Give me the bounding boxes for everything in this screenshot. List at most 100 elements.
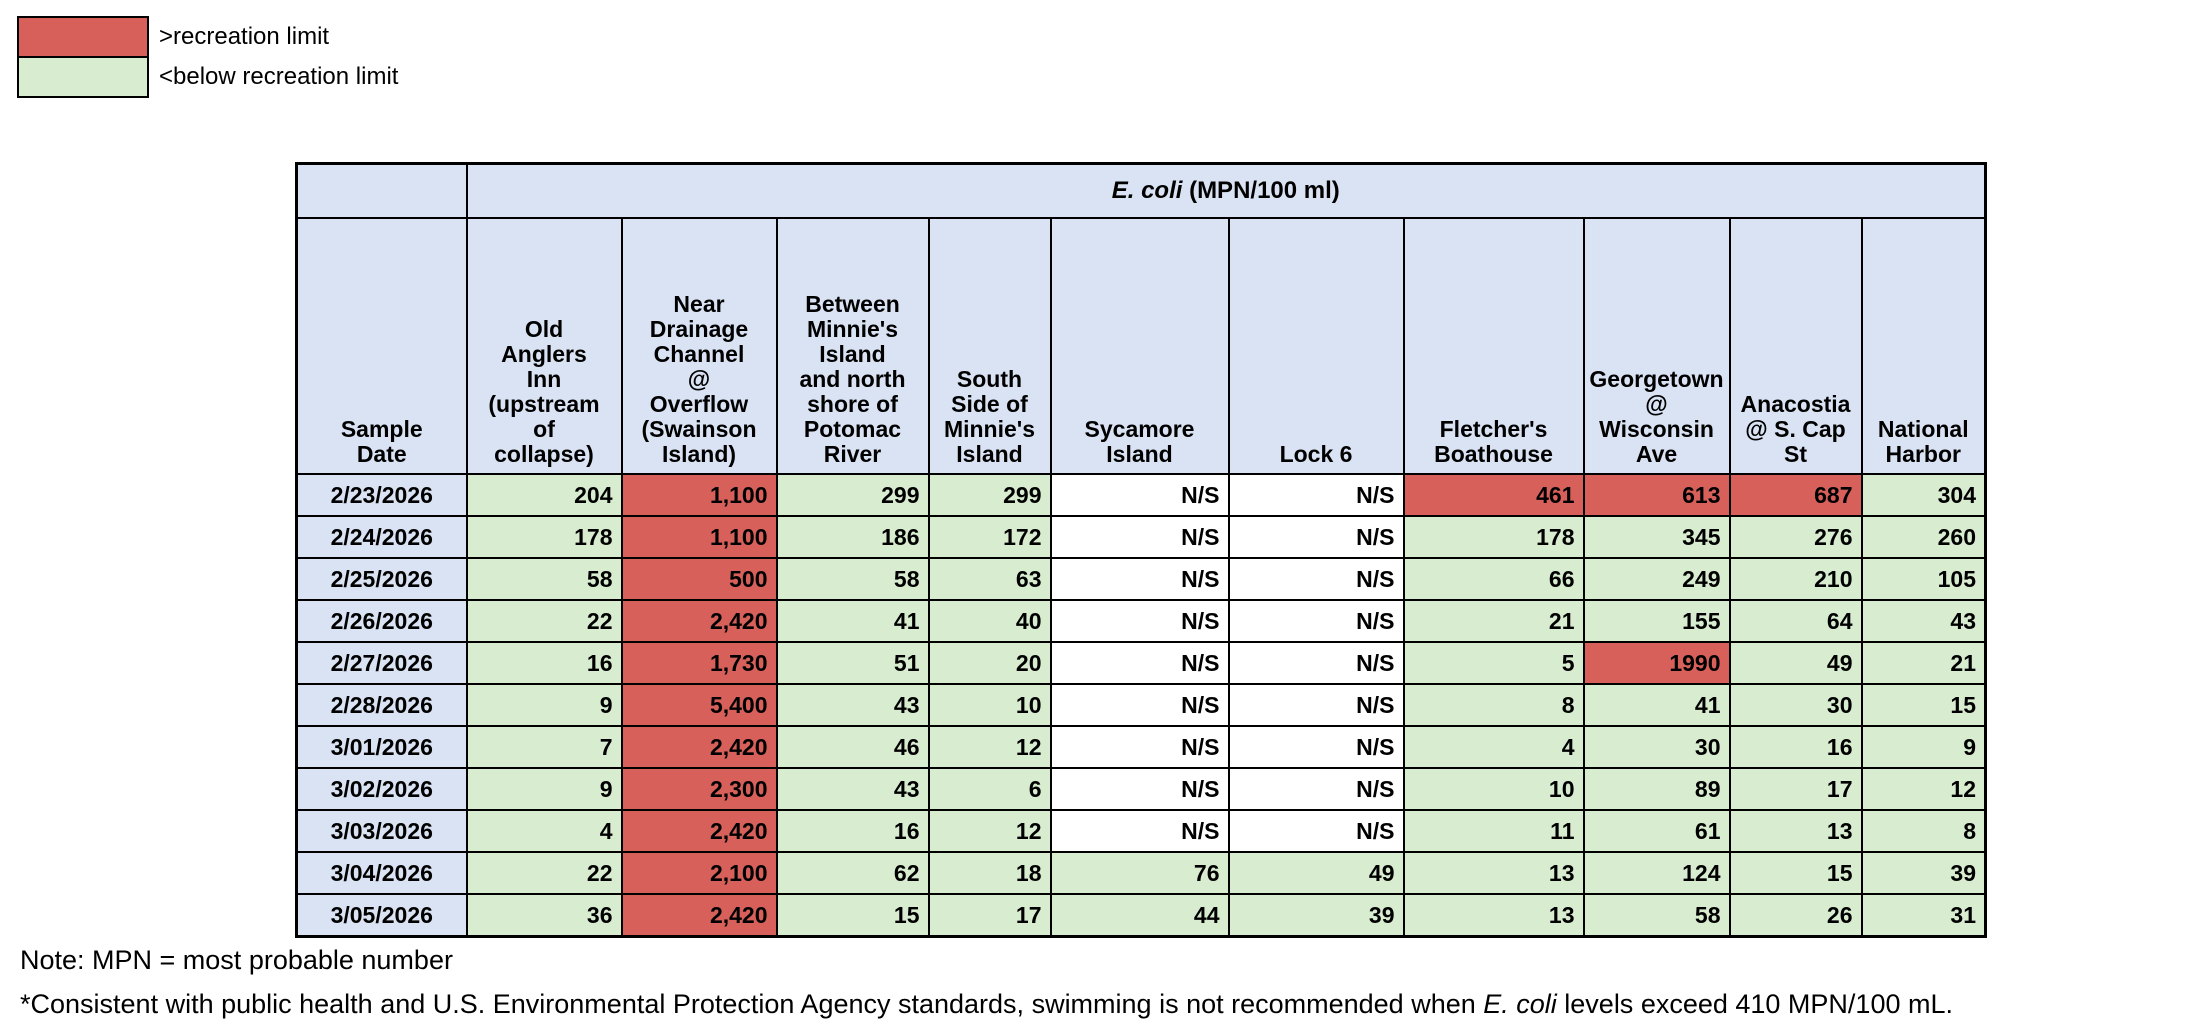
value-cell: 30 xyxy=(1728,683,1863,727)
value-cell: 2,100 xyxy=(620,851,778,895)
value-cell: 7 xyxy=(465,725,623,769)
value-cell: 49 xyxy=(1227,851,1405,895)
value-cell: 43 xyxy=(775,767,930,811)
footnote-epa-italic: E. coli xyxy=(1483,989,1557,1019)
value-cell: 17 xyxy=(1728,767,1863,811)
value-cell: 2,420 xyxy=(620,599,778,643)
value-cell: 2,420 xyxy=(620,725,778,769)
table-row: 2/28/2026 9 5,400 43 10 N/S N/S 8 41 30 15 xyxy=(295,683,1987,727)
sample-date-cell: 3/01/2026 xyxy=(295,725,468,769)
sample-date-cell: 2/28/2026 xyxy=(295,683,468,727)
sample-date-cell: 3/03/2026 xyxy=(295,809,468,853)
value-cell: 21 xyxy=(1402,599,1585,643)
legend: >recreation limit <below recreation limi… xyxy=(17,16,398,98)
value-cell: 64 xyxy=(1728,599,1863,643)
sample-date-cell: 2/24/2026 xyxy=(295,515,468,559)
column-header-site-10: National Harbor xyxy=(1860,217,1987,475)
table-row: 3/02/2026 9 2,300 43 6 N/S N/S 10 89 17 12 xyxy=(295,767,1987,811)
value-cell: 461 xyxy=(1402,473,1585,517)
table-row: 3/04/2026 22 2,100 62 18 76 49 13 124 15 39 xyxy=(295,851,1987,895)
value-cell: 4 xyxy=(465,809,623,853)
value-cell: 276 xyxy=(1728,515,1863,559)
value-cell: 8 xyxy=(1860,809,1987,853)
table-row: 3/01/2026 7 2,420 46 12 N/S N/S 4 30 16 9 xyxy=(295,725,1987,769)
value-cell: 62 xyxy=(775,851,930,895)
value-cell: 186 xyxy=(775,515,930,559)
value-cell: 4 xyxy=(1402,725,1585,769)
table-row: 2/26/2026 22 2,420 41 40 N/S N/S 21 155 64 43 xyxy=(295,599,1987,643)
table-title-italic: E. coli xyxy=(1111,177,1183,204)
value-cell: 22 xyxy=(465,851,623,895)
value-cell: 39 xyxy=(1860,851,1987,895)
value-cell: 172 xyxy=(927,515,1052,559)
legend-row-below-limit: <below recreation limit xyxy=(17,56,398,98)
value-cell: 500 xyxy=(620,557,778,601)
value-cell: 31 xyxy=(1860,893,1987,938)
value-cell: 613 xyxy=(1582,473,1731,517)
value-cell: N/S xyxy=(1049,809,1230,853)
value-cell: 204 xyxy=(465,473,623,517)
value-cell: 58 xyxy=(775,557,930,601)
value-cell: 345 xyxy=(1582,515,1731,559)
value-cell: 299 xyxy=(927,473,1052,517)
table-title: E. coli (MPN/100 ml) xyxy=(465,162,1987,219)
value-cell: 15 xyxy=(1728,851,1863,895)
column-header-site-4: South Side of Minnie's Island xyxy=(927,217,1052,475)
value-cell: 12 xyxy=(1860,767,1987,811)
corner-cell xyxy=(295,162,468,219)
value-cell: 178 xyxy=(465,515,623,559)
footnote-epa: *Consistent with public health and U.S. … xyxy=(20,989,1953,1019)
value-cell: N/S xyxy=(1049,725,1230,769)
value-cell: 26 xyxy=(1728,893,1863,938)
value-cell: 13 xyxy=(1402,893,1585,938)
value-cell: 12 xyxy=(927,725,1052,769)
column-header-site-1: Old Anglers Inn (upstream of collapse) xyxy=(465,217,623,475)
value-cell: 105 xyxy=(1860,557,1987,601)
value-cell: 76 xyxy=(1049,851,1230,895)
column-header-site-7: Fletcher's Boathouse xyxy=(1402,217,1585,475)
value-cell: 11 xyxy=(1402,809,1585,853)
value-cell: 1,100 xyxy=(620,515,778,559)
value-cell: 58 xyxy=(465,557,623,601)
ecoli-sampling-table: E. coli (MPN/100 ml) Sample Date Old Ang… xyxy=(295,162,1987,938)
value-cell: 687 xyxy=(1728,473,1863,517)
value-cell: N/S xyxy=(1049,515,1230,559)
value-cell: 43 xyxy=(1860,599,1987,643)
value-cell: 41 xyxy=(775,599,930,643)
value-cell: 30 xyxy=(1582,725,1731,769)
value-cell: N/S xyxy=(1227,599,1405,643)
value-cell: 2,300 xyxy=(620,767,778,811)
value-cell: 16 xyxy=(1728,725,1863,769)
value-cell: 22 xyxy=(465,599,623,643)
value-cell: 210 xyxy=(1728,557,1863,601)
value-cell: 260 xyxy=(1860,515,1987,559)
value-cell: 5,400 xyxy=(620,683,778,727)
column-header-sample-date: Sample Date xyxy=(295,217,468,475)
value-cell: 17 xyxy=(927,893,1052,938)
value-cell: N/S xyxy=(1227,767,1405,811)
value-cell: 2,420 xyxy=(620,893,778,938)
value-cell: 9 xyxy=(465,683,623,727)
value-cell: 6 xyxy=(927,767,1052,811)
table-row: 2/23/2026 204 1,100 299 299 N/S N/S 461 613 687 30… xyxy=(295,473,1987,517)
value-cell: 1,730 xyxy=(620,641,778,685)
value-cell: 10 xyxy=(927,683,1052,727)
value-cell: 2,420 xyxy=(620,809,778,853)
value-cell: 44 xyxy=(1049,893,1230,938)
value-cell: N/S xyxy=(1227,809,1405,853)
value-cell: 1,100 xyxy=(620,473,778,517)
value-cell: N/S xyxy=(1049,683,1230,727)
legend-label-below-limit: <below recreation limit xyxy=(159,63,399,90)
value-cell: N/S xyxy=(1227,683,1405,727)
value-cell: 41 xyxy=(1582,683,1731,727)
value-cell: N/S xyxy=(1049,641,1230,685)
site-header-row: Sample Date Old Anglers Inn (upstream of… xyxy=(295,217,1987,475)
value-cell: 36 xyxy=(465,893,623,938)
table-row: 3/03/2026 4 2,420 16 12 N/S N/S 11 61 13 8 xyxy=(295,809,1987,853)
value-cell: 49 xyxy=(1728,641,1863,685)
value-cell: 13 xyxy=(1728,809,1863,853)
value-cell: 40 xyxy=(927,599,1052,643)
legend-swatch-below-limit xyxy=(17,56,149,98)
value-cell: 46 xyxy=(775,725,930,769)
value-cell: 10 xyxy=(1402,767,1585,811)
